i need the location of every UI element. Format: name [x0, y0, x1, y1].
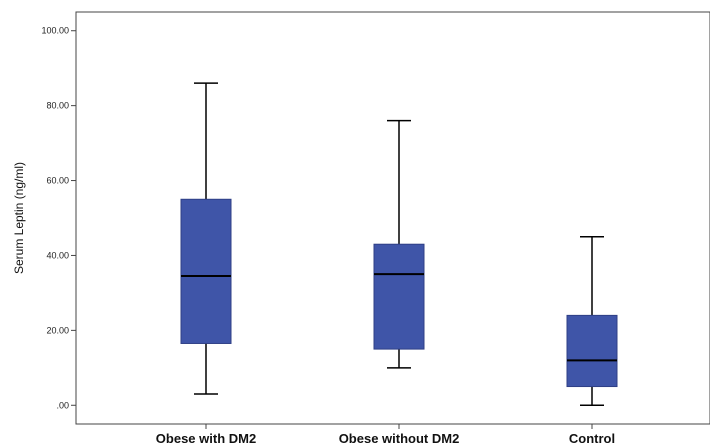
y-tick-label: 100.00	[41, 26, 69, 36]
iqr-box	[373, 243, 425, 350]
y-axis: .00 20.00 40.00 60.00 80.00 100.00	[41, 26, 76, 410]
y-tick-label: 40.00	[46, 250, 69, 260]
iqr-box	[566, 314, 618, 388]
box-group	[180, 82, 232, 395]
x-axis: Obese with DM2 Obese without DM2 Control	[156, 424, 615, 446]
y-axis-title: Serum Leptin (ng/ml)	[12, 162, 26, 274]
box-group	[373, 119, 425, 369]
y-tick-label: 20.00	[46, 325, 69, 335]
iqr-box	[180, 198, 232, 344]
y-tick-label: .00	[56, 400, 69, 410]
x-category-label: Obese with DM2	[156, 431, 256, 446]
y-tick-label: 80.00	[46, 101, 69, 111]
x-category-label: Obese without DM2	[339, 431, 460, 446]
x-category-label: Control	[569, 431, 615, 446]
plot-frame	[75, 11, 710, 425]
box-group	[566, 235, 618, 407]
y-tick-label: 60.00	[46, 176, 69, 186]
boxes-layer	[180, 82, 618, 407]
